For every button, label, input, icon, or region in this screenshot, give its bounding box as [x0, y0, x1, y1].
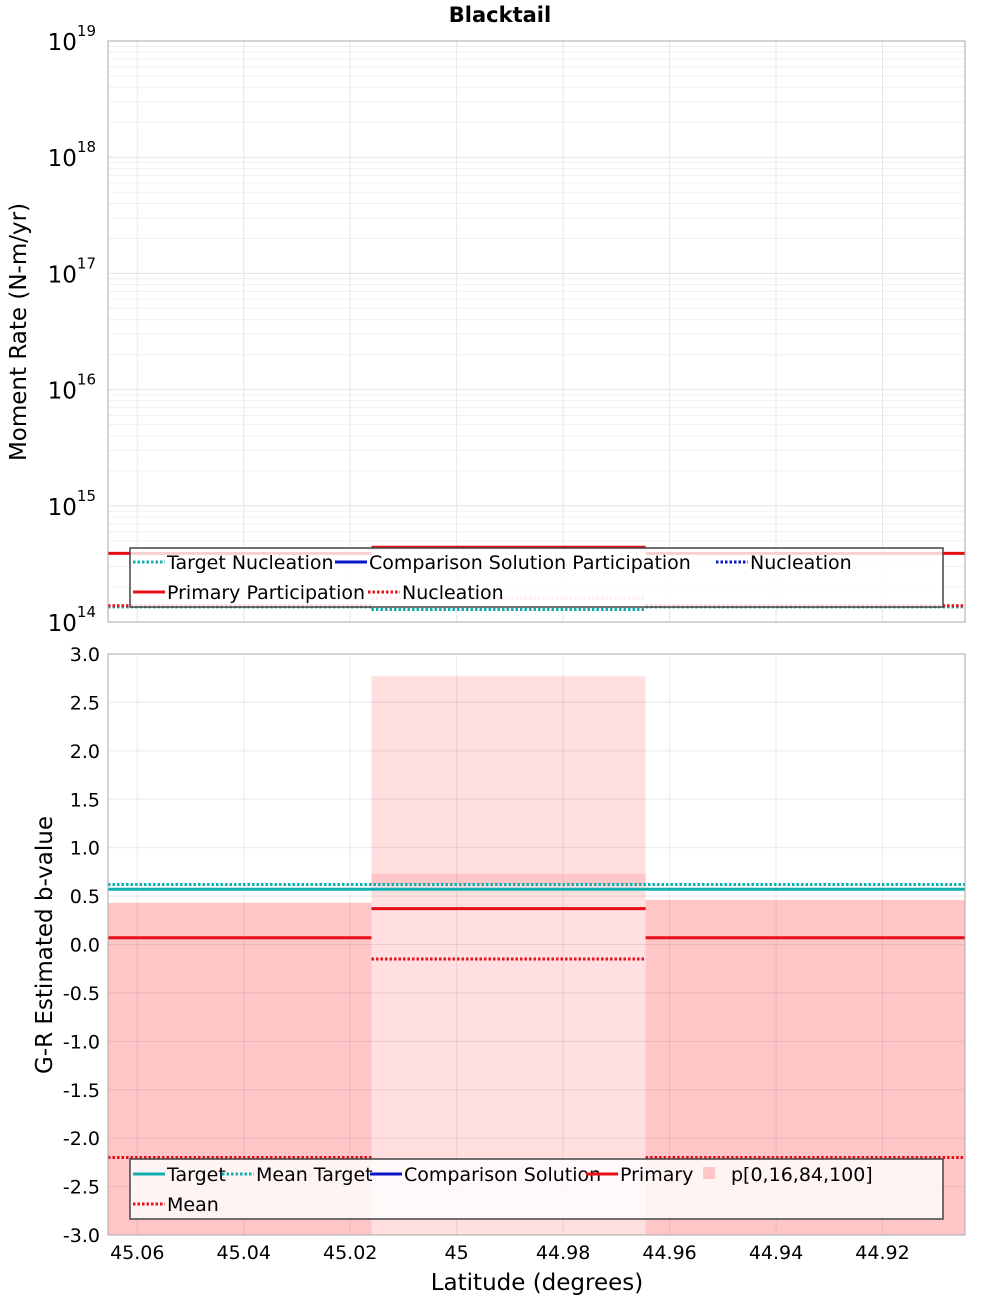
plot-frame — [107, 653, 966, 1236]
y-tick-label: 0.0 — [70, 935, 100, 957]
percentile-band-outer — [371, 676, 646, 1235]
plot-frame — [107, 40, 966, 623]
y-tick-label: 1017 — [48, 254, 96, 288]
y-tick-exponent: 16 — [77, 371, 96, 389]
legend-label: Nucleation — [750, 552, 852, 574]
y-tick-label: 1014 — [48, 603, 96, 637]
legend-label: Target Nucleation — [166, 552, 334, 574]
b-value-panel: 3.0 2.5 2.0 1.5 1.0 0.5 0.0 -0.5 -1.0 -1.5 -2.0 -2.… — [63, 644, 966, 1264]
legend-label: p[0,16,84,100] — [731, 1164, 873, 1186]
x-tick-label: 45.06 — [110, 1242, 164, 1264]
moment-rate-panel: 1014 1015 1016 1017 1018 1019 Target Nucleatio… — [48, 22, 966, 637]
x-tick-label: 45.04 — [217, 1242, 271, 1264]
moment-rate-y-axis-label: Moment Rate (N-m/yr) — [6, 203, 32, 461]
y-tick-label: 0.5 — [70, 886, 100, 908]
y-tick-label: -1.0 — [63, 1031, 100, 1053]
y-tick-label: -2.0 — [63, 1128, 100, 1150]
y-tick-label: 1019 — [48, 22, 96, 56]
y-tick-exponent: 15 — [77, 487, 96, 505]
percentile-band-inner — [645, 899, 965, 1100]
legend-box — [129, 547, 944, 608]
y-tick-label: 1018 — [48, 138, 96, 172]
legend-label: Primary — [620, 1164, 693, 1186]
x-tick-label: 45 — [445, 1242, 469, 1264]
x-tick-label: 44.94 — [749, 1242, 803, 1264]
y-tick-label: 3.0 — [70, 644, 100, 666]
y-tick-label: -3.0 — [63, 1225, 100, 1247]
legend-label: Mean Target — [256, 1164, 373, 1186]
legend-label: Nucleation — [402, 582, 504, 604]
y-tick-label: 1015 — [48, 487, 96, 521]
y-tick-exponent: 19 — [77, 22, 96, 40]
x-tick-label: 44.92 — [855, 1242, 909, 1264]
x-tick-label: 44.96 — [642, 1242, 696, 1264]
percentile-band-inner — [108, 902, 372, 1102]
y-tick-label: 1016 — [48, 371, 96, 405]
y-tick-exponent: 17 — [77, 254, 96, 272]
b-value-y-axis-label: G-R Estimated b-value — [32, 816, 58, 1074]
percentile-band-inner — [371, 873, 646, 885]
y-tick-label: -0.5 — [63, 983, 100, 1005]
y-tick-exponent: 14 — [77, 603, 96, 621]
chart-title: Blacktail — [449, 3, 551, 27]
legend-swatch — [703, 1167, 715, 1179]
y-tick-label: 1.0 — [70, 838, 100, 860]
y-tick-label: 1.5 — [70, 789, 100, 811]
legend-label: Comparison Solution — [404, 1164, 601, 1186]
y-tick-label: 2.0 — [70, 741, 100, 763]
legend-label: Mean — [167, 1194, 219, 1216]
y-tick-label: 2.5 — [70, 692, 100, 714]
y-tick-exponent: 18 — [77, 138, 96, 156]
plot-area — [108, 41, 965, 622]
legend-label: Target — [166, 1164, 226, 1186]
y-tick-label: -2.5 — [63, 1177, 100, 1199]
x-tick-label: 45.02 — [323, 1242, 377, 1264]
legend-box — [129, 1158, 944, 1220]
x-axis-label: Latitude (degrees) — [431, 1270, 644, 1296]
y-tick-label: -1.5 — [63, 1080, 100, 1102]
legend-label: Comparison Solution Participation — [369, 552, 691, 574]
x-tick-label: 44.98 — [536, 1242, 590, 1264]
legend-label: Primary Participation — [167, 582, 365, 604]
